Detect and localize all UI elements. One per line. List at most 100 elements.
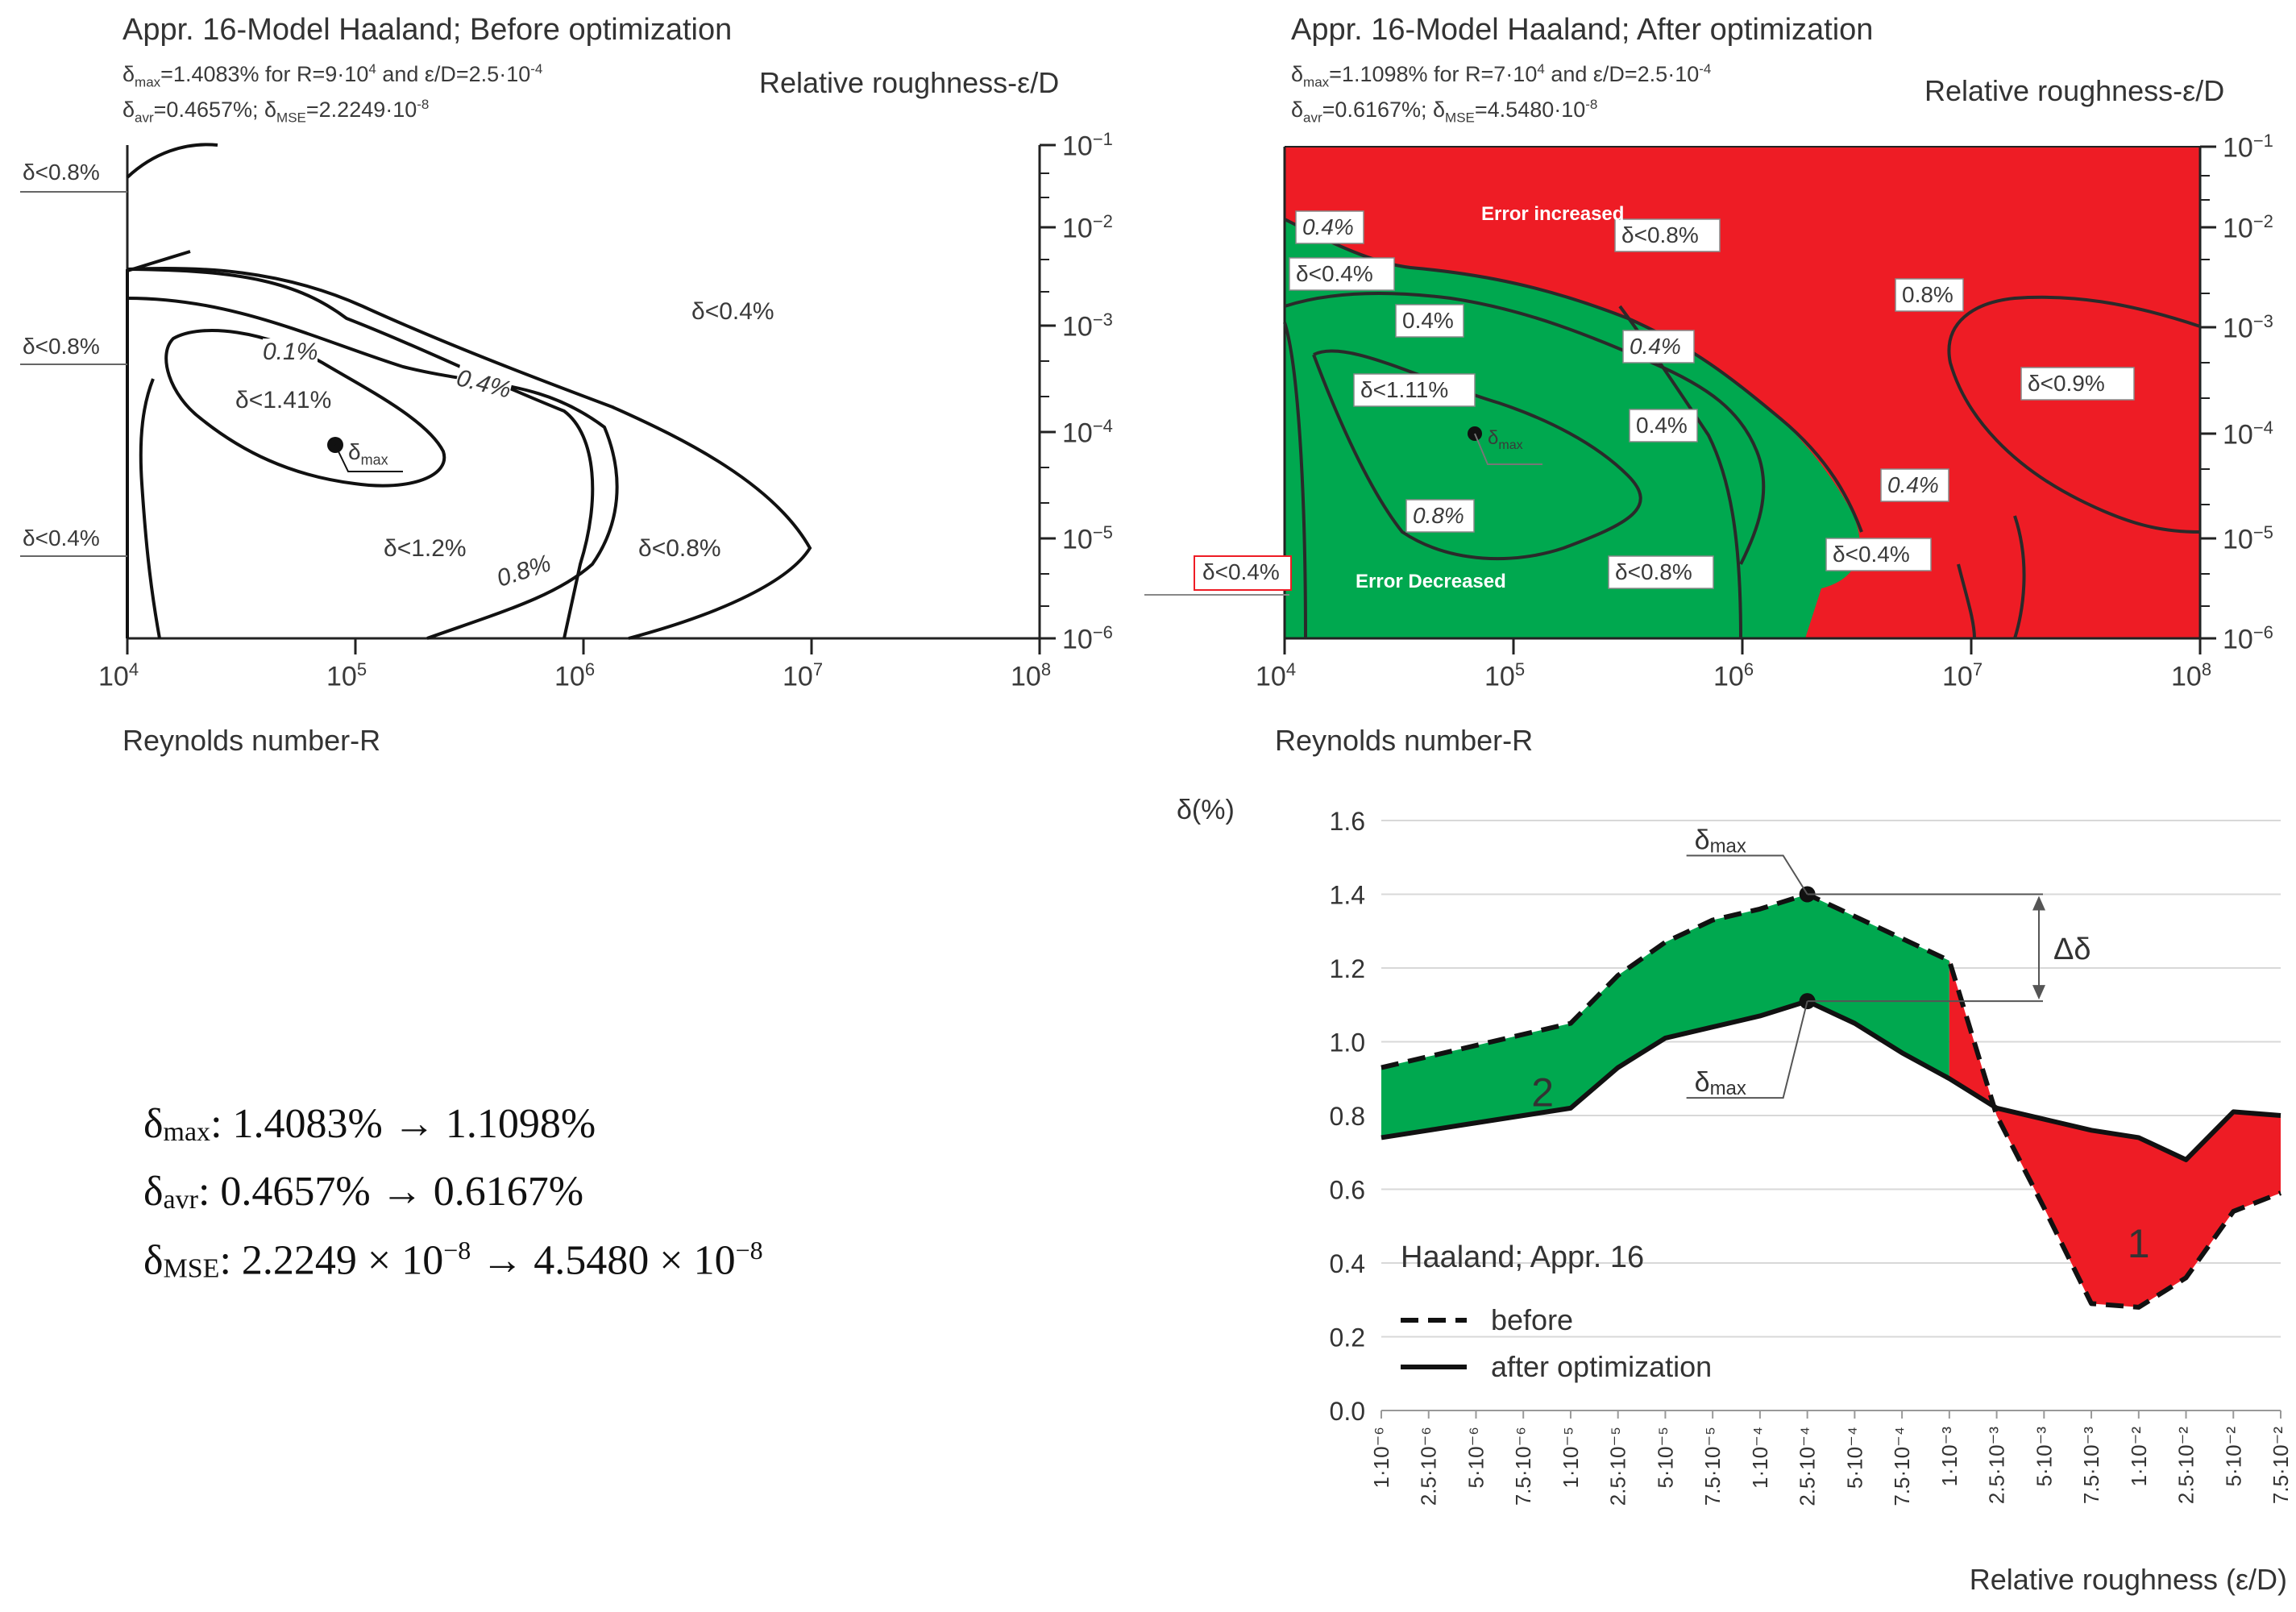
panel-after: Appr. 16-Model Haaland; After optimizati… — [1144, 0, 2296, 774]
after-y-tick: 10−6 — [2223, 622, 2273, 655]
chart-y-tick-labels: 0.0 0.2 0.4 0.6 0.8 1.0 1.2 1.4 1.6 — [1330, 807, 1365, 1426]
before-region-label: δ<0.8% — [638, 535, 721, 562]
chart-x-tick: 5·10⁻² — [2221, 1427, 2245, 1487]
chart-x-tick: 2.5·10⁻⁶ — [1417, 1427, 1441, 1506]
chart-x-tick: 7.5·10⁻⁶ — [1511, 1427, 1535, 1506]
chart-x-tick: 5·10⁻⁶ — [1464, 1427, 1488, 1488]
summary-line-dmax: δmax: 1.4083% → 1.1098% — [143, 1101, 596, 1147]
after-left-label-box — [1194, 555, 1292, 591]
before-left-label: δ<0.8% — [23, 160, 100, 185]
after-title: Appr. 16-Model Haaland; After optimizati… — [1291, 13, 1874, 47]
chart-legend-before: before — [1491, 1303, 1573, 1336]
after-box-label: 0.4% — [1402, 308, 1454, 333]
after-x-axis-label: Reynolds number-R — [1275, 724, 1534, 757]
before-region-label: δ<1.41% — [235, 387, 332, 413]
after-box-label: 0.4% — [1630, 334, 1681, 359]
before-region-label: δ<0.4% — [691, 298, 774, 325]
after-y-minor-ticks — [2200, 175, 2210, 607]
chart-dmax-top-label: δmax — [1695, 825, 1746, 858]
before-x-tick: 105 — [326, 659, 367, 692]
chart-x-tick: 7.5·10⁻⁴ — [1890, 1427, 1914, 1506]
after-y-tick-marks — [2200, 145, 2216, 640]
before-y-tick-marks — [1040, 143, 1056, 640]
chart-x-axis-label: Relative roughness (ε/D) — [1970, 1563, 2287, 1596]
after-box-label: δ<1.11% — [1360, 377, 1449, 402]
before-dmax-leader — [334, 444, 403, 472]
chart-x-tick: 2.5·10⁻⁵ — [1606, 1427, 1630, 1506]
after-contour-08-right — [1947, 295, 2201, 534]
after-box-label: δ<0.4% — [1833, 542, 1910, 567]
chart-y-tick: 0.2 — [1330, 1323, 1365, 1352]
before-region-label: δ<1.2% — [384, 535, 467, 562]
chart-x-tick: 2.5·10⁻² — [2174, 1427, 2198, 1504]
after-x-tick: 108 — [2171, 659, 2212, 692]
after-left-label: δ<0.4% — [1202, 559, 1280, 584]
before-left-label: δ<0.4% — [23, 526, 100, 550]
panel-before: Appr. 16-Model Haaland; Before optimizat… — [0, 0, 1144, 774]
before-contour-04 — [127, 268, 595, 639]
after-y-tick: 10−5 — [2223, 522, 2273, 555]
after-box-label: δ<0.8% — [1615, 559, 1692, 584]
before-x-tick: 108 — [1011, 659, 1052, 692]
chart-dmax-bottom-label: δmax — [1695, 1067, 1746, 1099]
after-davr-stat: δavr=0.6167%; δMSE=4.5480·10-8 — [1291, 97, 1598, 126]
before-y-tick: 10−3 — [1062, 310, 1113, 343]
after-box-label: δ<0.4% — [1296, 261, 1373, 286]
chart-series-before — [1381, 891, 2282, 1310]
after-box-label: 0.8% — [1413, 503, 1464, 528]
after-contour-plot — [1144, 145, 2216, 654]
chart-delta-arrowhead-down — [2032, 985, 2045, 1000]
before-x-axis-label: Reynolds number-R — [122, 724, 381, 757]
before-right-axis-label: Relative roughness-ε/D — [759, 66, 1060, 99]
before-x-tick: 107 — [783, 659, 824, 692]
before-davr-stat: δavr=0.4657%; δMSE=2.2249·10-8 — [122, 97, 430, 126]
chart-x-tick: 5·10⁻³ — [2032, 1427, 2056, 1487]
before-x-tick: 106 — [554, 659, 596, 692]
chart-x-tick: 2.5·10⁻³ — [1985, 1427, 2009, 1504]
chart-y-tick: 0.4 — [1330, 1249, 1365, 1278]
after-right-axis-label: Relative roughness-ε/D — [1924, 74, 2225, 107]
chart-dmax-top-leader — [1686, 854, 1808, 895]
before-title: Appr. 16-Model Haaland; Before optimizat… — [122, 13, 733, 47]
after-error-increased-label: Error increased — [1481, 203, 1625, 225]
before-y-tick: 10−2 — [1062, 211, 1113, 244]
after-y-tick: 10−2 — [2223, 211, 2273, 244]
before-contour-plot — [20, 143, 1056, 654]
chart-y-tick: 0.0 — [1330, 1397, 1365, 1426]
after-dmax-stat: δmax=1.1098% for R=7·104 and ε/D=2.5·10-… — [1291, 61, 1712, 90]
before-contour-08 — [127, 297, 619, 640]
after-box-label: 0.8% — [1902, 282, 1953, 307]
summary-line-davr: δavr: 0.4657% → 0.6167% — [143, 1169, 584, 1215]
after-box-label: δ<0.8% — [1621, 222, 1699, 247]
chart-y-axis-label: δ(%) — [1177, 795, 1235, 825]
chart-x-tick: 2.5·10⁻⁴ — [1796, 1427, 1820, 1506]
before-contour-left-04 — [139, 378, 161, 639]
before-y-tick: 10−1 — [1062, 129, 1113, 162]
after-contour-04-right — [2013, 515, 2026, 639]
chart-region-label-1: 1 — [2128, 1221, 2150, 1266]
chart-series-lines — [1381, 891, 2282, 1310]
chart-x-tick: 7.5·10⁻² — [2269, 1427, 2293, 1504]
after-contour-left — [1283, 322, 1307, 639]
after-error-decreased-label: Error Decreased — [1356, 571, 1506, 592]
after-x-tick-marks — [1283, 638, 2202, 654]
after-box-label: 0.4% — [1887, 472, 1939, 497]
chart-x-tick: 1·10⁻³ — [1937, 1427, 1962, 1487]
after-y-tick: 10−4 — [2223, 418, 2273, 451]
after-contour-04-bottom — [1957, 563, 1976, 639]
chart-delta-arrowhead-up — [2032, 895, 2045, 911]
after-x-tick: 104 — [1256, 659, 1297, 692]
summary-line-dmse: δMSE: 2.2249 × 10−8 → 4.5480 × 10−8 — [143, 1236, 763, 1284]
before-left-label: δ<0.8% — [23, 334, 100, 359]
after-x-tick: 106 — [1713, 659, 1754, 692]
before-dmax-label: δmax — [348, 439, 388, 468]
chart-dmax-top-sub: max — [1710, 836, 1746, 858]
chart-x-tick-labels: 1·10⁻⁶ 2.5·10⁻⁶ 5·10⁻⁶ 7.5·10⁻⁶ 1·10⁻⁵ 2.5·10… — [1369, 1427, 2293, 1506]
chart-x-tick: 1·10⁻⁵ — [1559, 1427, 1583, 1489]
chart-annotations: Δδ δmax δmax 2 1 — [1531, 825, 2149, 1267]
chart-legend-title: Haaland; Appr. 16 — [1401, 1240, 1644, 1274]
chart-x-tick: 1·10⁻⁶ — [1369, 1427, 1393, 1488]
chart-x-tick: 5·10⁻⁵ — [1653, 1427, 1677, 1489]
comparison-line-chart: 0.0 0.2 0.4 0.6 0.8 1.0 1.2 1.4 1.6 1·10⁻⁶ 2.5·10… — [1177, 795, 2293, 1596]
after-dmax-leader — [1474, 433, 1542, 465]
